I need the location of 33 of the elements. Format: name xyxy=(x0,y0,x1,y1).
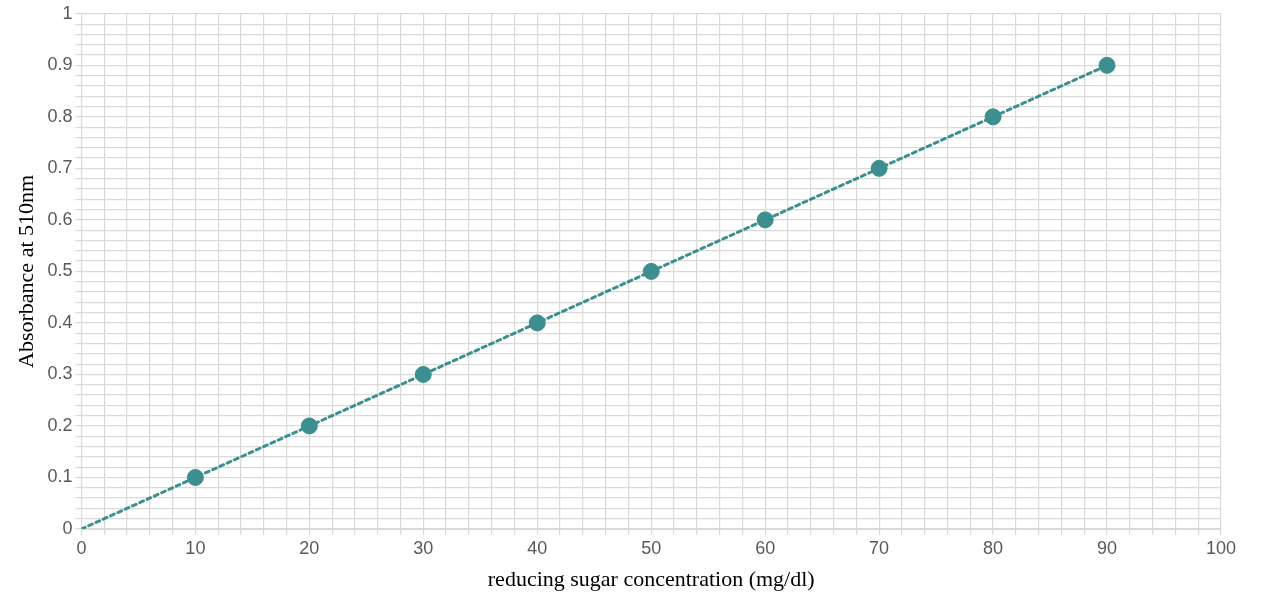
y-tick-label: 0.8 xyxy=(47,105,73,126)
y-tick-label: 0.3 xyxy=(47,363,73,384)
point xyxy=(300,417,318,435)
x-tick-label: 100 xyxy=(1205,537,1237,558)
x-tick-label: 80 xyxy=(983,537,1004,558)
y-tick-label: 0.6 xyxy=(47,208,73,229)
point xyxy=(870,159,888,177)
x-tick-label: 0 xyxy=(76,537,87,558)
point xyxy=(984,108,1002,126)
point xyxy=(756,211,774,229)
y-axis-title: Absorbance at 510nm xyxy=(12,174,38,368)
x-axis-title: reducing sugar concentration (mg/dl) xyxy=(487,565,815,591)
y-tick-label: 0.2 xyxy=(47,414,73,435)
y-tick-label: 0.4 xyxy=(47,311,73,332)
y-tick-label: 0 xyxy=(62,517,73,538)
y-tick-label: 0.9 xyxy=(47,54,73,75)
x-tick-label: 50 xyxy=(641,537,662,558)
y-tick-label: 0.7 xyxy=(47,157,73,178)
point xyxy=(186,468,204,486)
x-tick-label: 40 xyxy=(527,537,548,558)
y-tick-label: 0.5 xyxy=(47,260,73,281)
point xyxy=(414,365,432,383)
y-tick-label: 0.1 xyxy=(47,466,73,487)
x-tick-label: 60 xyxy=(755,537,776,558)
point xyxy=(528,314,546,332)
x-tick-label: 10 xyxy=(185,537,206,558)
x-tick-label: 90 xyxy=(1097,537,1118,558)
point xyxy=(642,262,660,280)
x-tick-label: 20 xyxy=(299,537,320,558)
point xyxy=(1098,56,1116,74)
x-tick-label: 30 xyxy=(413,537,434,558)
y-tick-label: 1 xyxy=(62,2,73,23)
x-tick-label: 70 xyxy=(869,537,890,558)
